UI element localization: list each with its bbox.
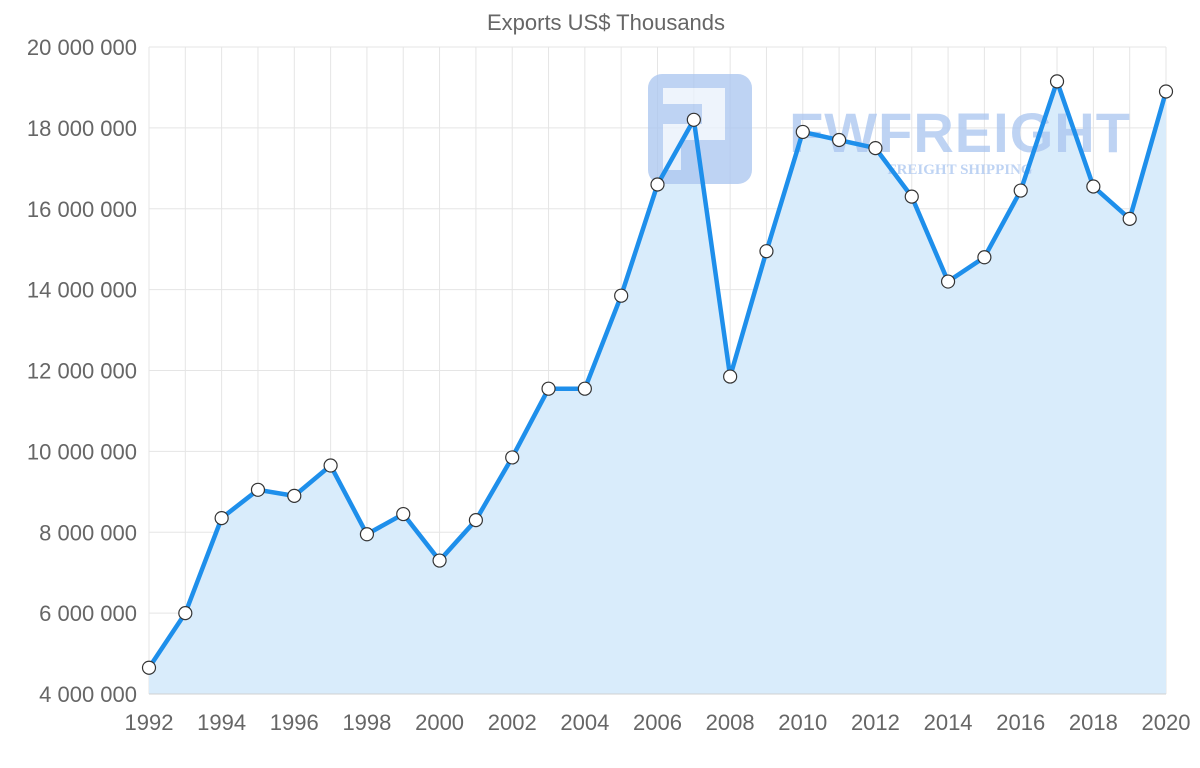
y-tick-label: 18 000 000 bbox=[27, 116, 137, 141]
x-tick-label: 2006 bbox=[633, 710, 682, 735]
y-tick-label: 6 000 000 bbox=[39, 601, 137, 626]
data-point-2019[interactable] bbox=[1122, 211, 1137, 226]
data-point-1994[interactable] bbox=[214, 510, 229, 526]
data-point-2010[interactable] bbox=[795, 124, 810, 140]
data-point-2012[interactable] bbox=[868, 140, 883, 156]
watermark: FWFREIGHT FREIGHT SHIPPING bbox=[648, 74, 1131, 184]
data-point-2018[interactable] bbox=[1086, 179, 1101, 194]
data-point-2016[interactable] bbox=[1013, 183, 1028, 198]
data-point-2005[interactable] bbox=[614, 288, 629, 303]
data-point-2015[interactable] bbox=[977, 250, 992, 265]
y-tick-label: 12 000 000 bbox=[27, 359, 137, 384]
y-tick-label: 14 000 000 bbox=[27, 278, 137, 303]
x-tick-label: 1998 bbox=[342, 710, 391, 735]
data-point-2001[interactable] bbox=[468, 513, 483, 528]
x-tick-label: 2014 bbox=[924, 710, 973, 735]
data-point-1996[interactable] bbox=[287, 488, 302, 503]
x-tick-label: 2008 bbox=[706, 710, 755, 735]
y-tick-label: 16 000 000 bbox=[27, 197, 137, 222]
series-area-fill bbox=[149, 81, 1166, 695]
y-tick-label: 8 000 000 bbox=[39, 520, 137, 545]
data-point-2002[interactable] bbox=[505, 450, 520, 465]
data-point-2011[interactable] bbox=[832, 132, 847, 148]
x-tick-label: 1996 bbox=[270, 710, 319, 735]
y-tick-label: 4 000 000 bbox=[39, 682, 137, 707]
x-tick-label: 2020 bbox=[1142, 710, 1191, 735]
data-point-1999[interactable] bbox=[396, 506, 411, 522]
x-tick-label: 2004 bbox=[560, 710, 609, 735]
y-axis: 4 000 000 6 000 000 8 000 000 10 000 000 12 … bbox=[27, 35, 137, 707]
x-tick-label: 1992 bbox=[125, 710, 174, 735]
area-fill-layer bbox=[149, 81, 1166, 695]
x-tick-label: 2002 bbox=[488, 710, 537, 735]
x-tick-label: 2010 bbox=[778, 710, 827, 735]
data-point-2013[interactable] bbox=[904, 189, 919, 204]
data-point-1992[interactable] bbox=[141, 660, 157, 675]
y-tick-label: 10 000 000 bbox=[27, 439, 137, 464]
y-tick-label: 20 000 000 bbox=[27, 35, 137, 60]
chart-title: Exports US$ Thousands bbox=[487, 10, 725, 35]
data-point-markers bbox=[141, 74, 1174, 675]
x-tick-label: 2018 bbox=[1069, 710, 1118, 735]
data-point-2009[interactable] bbox=[759, 244, 774, 259]
data-point-2020[interactable] bbox=[1158, 84, 1174, 99]
data-point-2000[interactable] bbox=[432, 553, 447, 568]
data-point-1998[interactable] bbox=[359, 527, 375, 542]
x-tick-label: 2016 bbox=[996, 710, 1045, 735]
x-tick-label: 2012 bbox=[851, 710, 900, 735]
data-point-1997[interactable] bbox=[323, 458, 338, 473]
x-tick-label: 1994 bbox=[197, 710, 246, 735]
data-point-2017[interactable] bbox=[1049, 74, 1065, 89]
watermark-brand-text: FWFREIGHT bbox=[789, 101, 1131, 164]
data-point-1995[interactable] bbox=[250, 482, 266, 497]
data-point-2003[interactable] bbox=[541, 381, 556, 396]
x-axis: 1992 1994 1996 1998 2000 2002 2004 2006 2008 2010… bbox=[125, 693, 1191, 735]
data-point-1993[interactable] bbox=[178, 606, 193, 621]
data-point-2004[interactable] bbox=[577, 381, 592, 396]
x-tick-label: 2000 bbox=[415, 710, 464, 735]
data-point-2007[interactable] bbox=[686, 112, 701, 127]
data-point-2006[interactable] bbox=[650, 177, 665, 192]
data-point-2008[interactable] bbox=[723, 369, 738, 384]
data-point-2014[interactable] bbox=[940, 274, 956, 289]
watermark-tagline-text: FREIGHT SHIPPING bbox=[887, 162, 1032, 178]
